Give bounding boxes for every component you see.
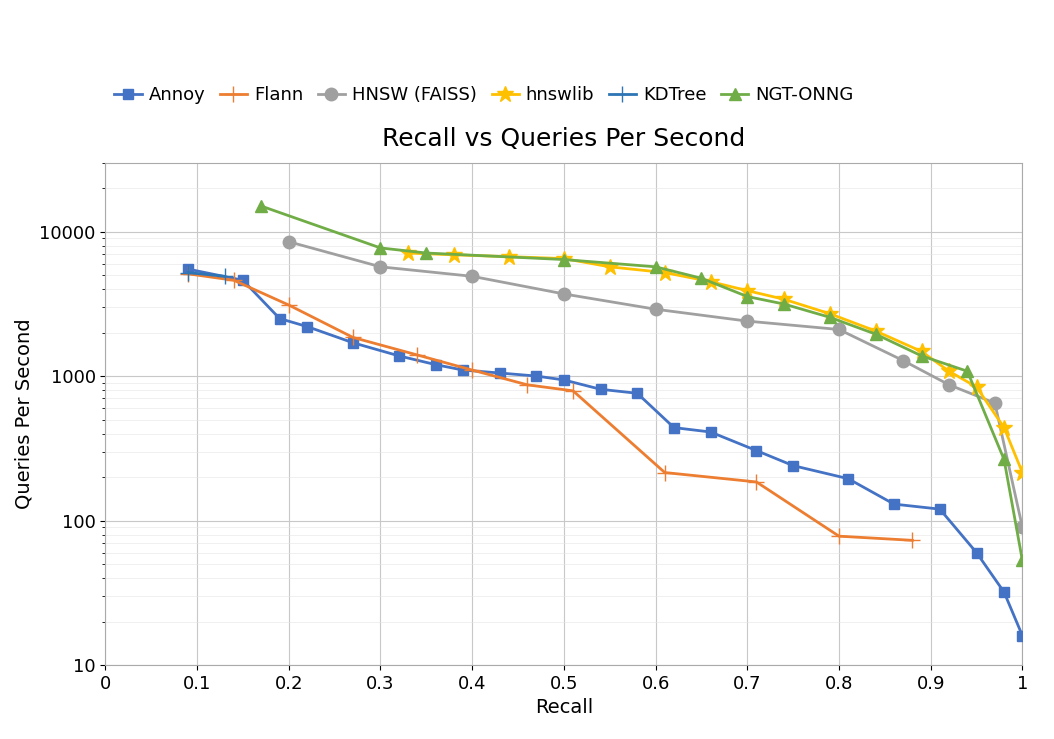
HNSW (FAISS) xyxy=(374,262,387,271)
HNSW (FAISS) xyxy=(989,398,1001,407)
hnswlib xyxy=(778,295,790,304)
hnswlib xyxy=(970,383,982,392)
hnswlib xyxy=(659,268,671,277)
Line: Annoy: Annoy xyxy=(183,265,1028,641)
hnswlib xyxy=(915,347,928,356)
hnswlib xyxy=(448,251,461,259)
hnswlib xyxy=(402,248,414,257)
hnswlib xyxy=(998,423,1011,432)
Annoy xyxy=(456,366,469,375)
Flann xyxy=(659,468,671,477)
NGT-ONNG xyxy=(741,292,754,301)
Flann xyxy=(411,350,424,359)
Annoy xyxy=(750,446,763,455)
NGT-ONNG xyxy=(419,248,432,257)
hnswlib xyxy=(942,367,955,375)
NGT-ONNG xyxy=(870,330,882,338)
Flann xyxy=(347,333,359,342)
NGT-ONNG xyxy=(998,455,1011,464)
HNSW (FAISS) xyxy=(1016,522,1029,531)
HNSW (FAISS) xyxy=(466,272,479,281)
NGT-ONNG xyxy=(1016,556,1029,565)
Flann xyxy=(521,381,533,389)
Annoy xyxy=(842,474,855,483)
Annoy xyxy=(530,372,543,381)
Annoy xyxy=(594,385,607,394)
NGT-ONNG xyxy=(696,274,708,283)
Flann xyxy=(906,536,919,545)
Annoy xyxy=(273,314,286,323)
Annoy xyxy=(300,322,313,331)
NGT-ONNG xyxy=(778,299,790,308)
KDTree xyxy=(218,272,231,281)
HNSW (FAISS) xyxy=(649,304,662,313)
X-axis label: Recall: Recall xyxy=(534,698,593,718)
hnswlib xyxy=(704,277,717,286)
NGT-ONNG xyxy=(915,352,928,361)
hnswlib xyxy=(603,262,616,271)
hnswlib xyxy=(503,252,515,261)
Flann xyxy=(181,269,194,278)
Line: hnswlib: hnswlib xyxy=(399,245,1031,481)
Line: KDTree: KDTree xyxy=(180,265,232,284)
NGT-ONNG xyxy=(961,367,974,375)
Annoy xyxy=(181,265,194,273)
Title: Recall vs Queries Per Second: Recall vs Queries Per Second xyxy=(383,127,745,151)
Line: Flann: Flann xyxy=(180,266,920,548)
Annoy xyxy=(998,588,1011,596)
hnswlib xyxy=(741,286,754,295)
NGT-ONNG xyxy=(558,255,570,264)
KDTree xyxy=(181,268,194,277)
Annoy xyxy=(347,338,359,347)
Annoy xyxy=(934,505,946,514)
NGT-ONNG xyxy=(255,202,268,211)
Legend: Annoy, Flann, HNSW (FAISS), hnswlib, KDTree, NGT-ONNG: Annoy, Flann, HNSW (FAISS), hnswlib, KDT… xyxy=(115,86,854,104)
HNSW (FAISS) xyxy=(558,290,570,299)
HNSW (FAISS) xyxy=(833,325,845,334)
Annoy xyxy=(667,423,680,432)
HNSW (FAISS) xyxy=(282,237,295,246)
Annoy xyxy=(429,360,442,369)
Annoy xyxy=(493,369,506,378)
hnswlib xyxy=(558,254,570,263)
NGT-ONNG xyxy=(823,313,836,321)
hnswlib xyxy=(870,327,882,336)
Annoy xyxy=(970,548,982,557)
Line: HNSW (FAISS): HNSW (FAISS) xyxy=(282,236,1029,534)
Annoy xyxy=(631,389,644,398)
NGT-ONNG xyxy=(374,244,387,253)
Flann xyxy=(282,301,295,310)
HNSW (FAISS) xyxy=(942,381,955,389)
Flann xyxy=(567,386,580,395)
HNSW (FAISS) xyxy=(897,356,910,365)
Annoy xyxy=(558,375,570,384)
Flann xyxy=(750,477,763,486)
Flann xyxy=(833,532,845,541)
Flann xyxy=(228,276,240,285)
Annoy xyxy=(887,500,900,508)
Annoy xyxy=(786,461,800,470)
hnswlib xyxy=(1016,468,1029,477)
Annoy xyxy=(392,352,405,361)
NGT-ONNG xyxy=(649,262,662,271)
Annoy xyxy=(236,276,250,285)
hnswlib xyxy=(823,310,836,319)
Annoy xyxy=(1016,631,1029,640)
Line: NGT-ONNG: NGT-ONNG xyxy=(255,200,1029,567)
HNSW (FAISS) xyxy=(741,317,754,326)
Annoy xyxy=(704,428,717,437)
Flann xyxy=(466,366,479,375)
Y-axis label: Queries Per Second: Queries Per Second xyxy=(15,319,34,509)
